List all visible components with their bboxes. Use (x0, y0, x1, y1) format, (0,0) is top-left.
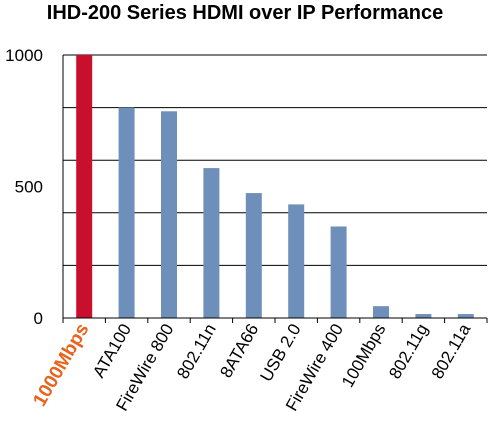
y-tick-label: 500 (15, 178, 43, 197)
x-category-label: 1000Mbps (29, 320, 93, 410)
bar (288, 204, 305, 318)
bar (203, 168, 220, 318)
axes (62, 55, 488, 323)
x-category-label: 802.11n (173, 321, 220, 383)
x-category-label: 802.11a (428, 320, 475, 382)
x-category-label: USB 2.0 (257, 321, 305, 385)
gridlines (63, 54, 487, 266)
x-category-label: ATA100 (89, 321, 135, 382)
y-tick-label: 0 (34, 309, 43, 328)
bar (118, 107, 135, 318)
bar (330, 226, 347, 318)
bar (76, 55, 93, 318)
x-category-label: 8ATA66 (216, 321, 262, 382)
bar (245, 193, 262, 318)
bars (76, 55, 474, 318)
y-tick-labels: 0 500 1000 (5, 46, 43, 328)
y-tick-label: 1000 (5, 46, 43, 65)
bar (373, 306, 389, 318)
bar (161, 111, 177, 318)
chart-title: IHD-200 Series HDMI over IP Performance (46, 2, 444, 24)
bar (457, 314, 474, 318)
bar (415, 314, 432, 318)
x-category-label: 802.11g (385, 321, 432, 383)
